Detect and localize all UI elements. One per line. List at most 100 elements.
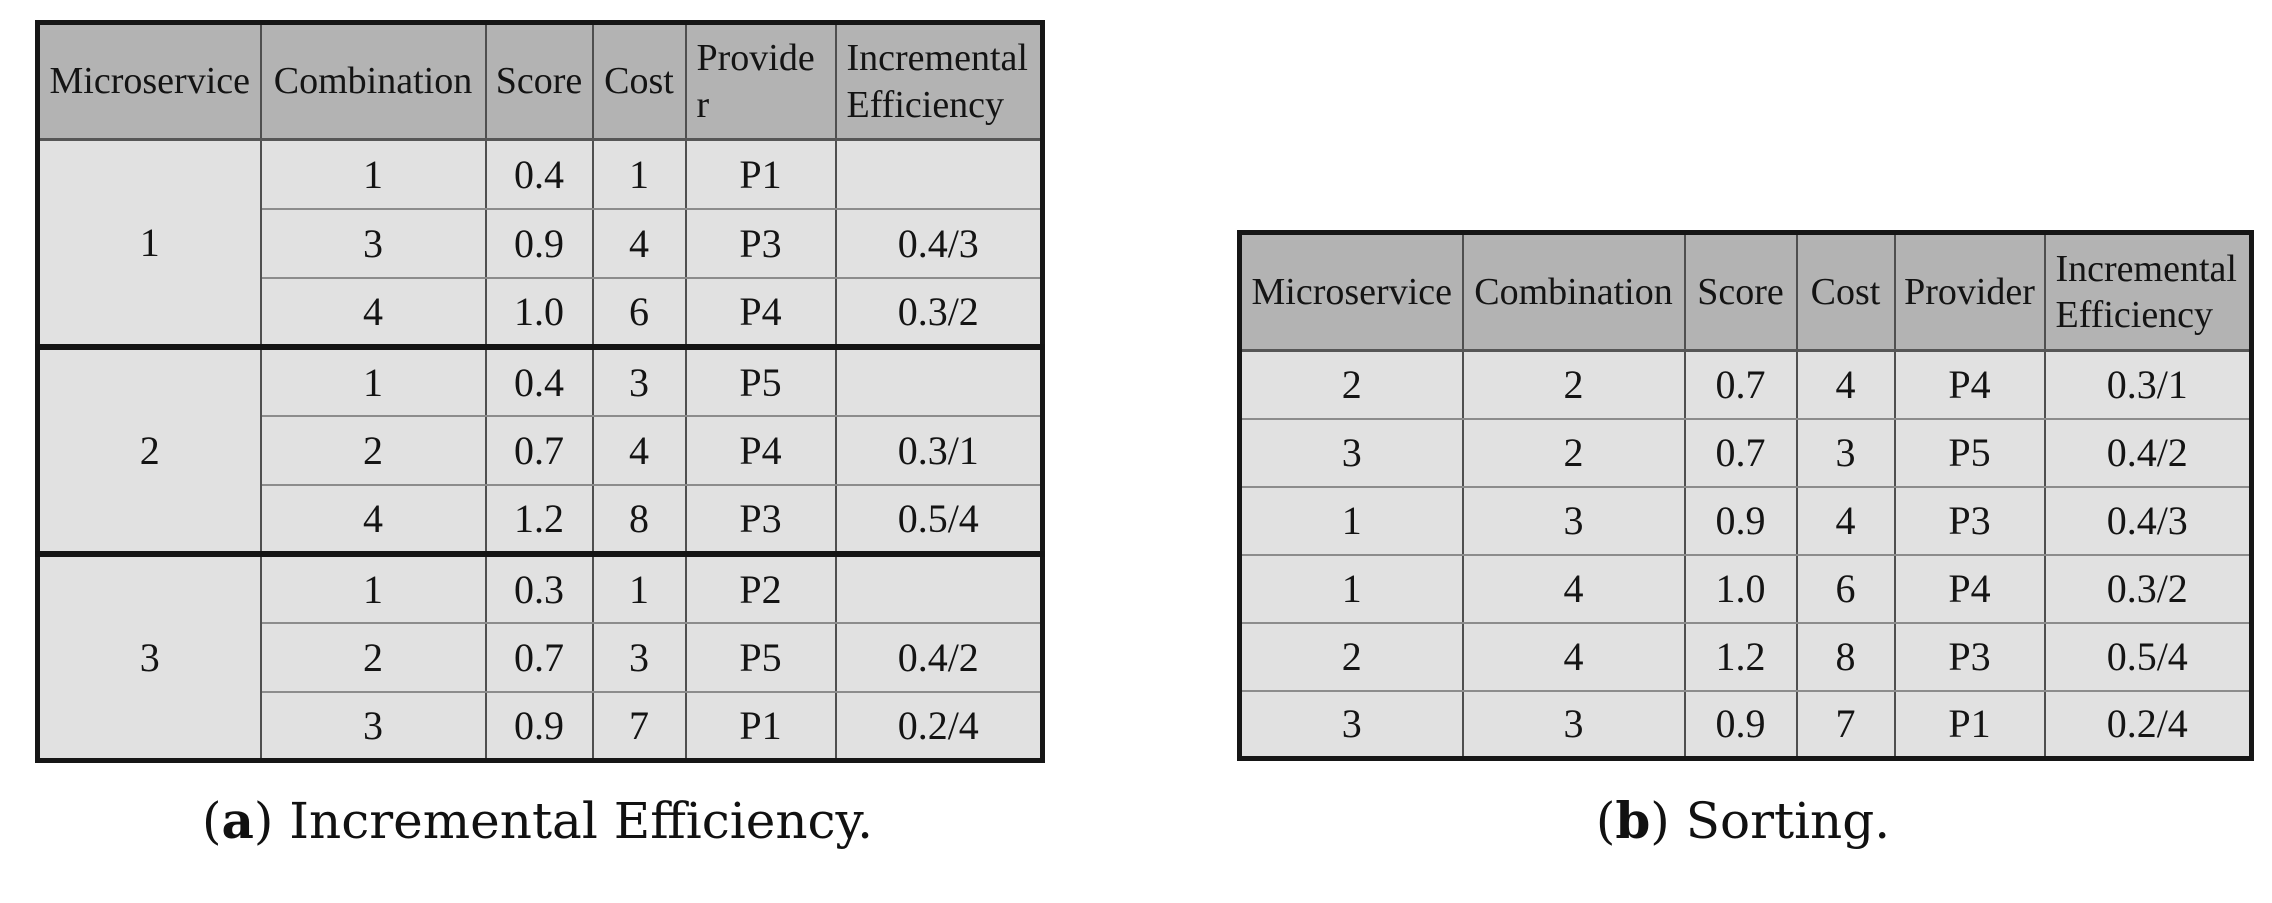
cell-combination: 1 xyxy=(259,138,487,210)
table-row: 2 0.7 3 P5 0.4/2 xyxy=(38,621,1044,693)
cell-score: 0.9 xyxy=(484,690,594,762)
cell-combination: 2 xyxy=(259,621,487,693)
cell-combination: 3 xyxy=(259,207,487,279)
cell-incremental-efficiency: 0.5/4 xyxy=(2043,621,2253,692)
sorting-table: Microservice Combination Score Cost Prov… xyxy=(1237,230,2254,761)
table-row: 3 2 0.7 3 P5 0.4/2 xyxy=(1238,417,2253,488)
cell-combination: 3 xyxy=(1461,485,1686,556)
caption-b-open-paren: ( xyxy=(1595,792,1616,850)
cell-cost: 4 xyxy=(591,207,687,279)
cell-cost: 4 xyxy=(1795,349,1896,420)
cell-combination: 2 xyxy=(1461,349,1686,420)
table-row: 3 0.9 7 P1 0.2/4 xyxy=(38,690,1044,762)
table-b-header-row: Microservice Combination Score Cost Prov… xyxy=(1238,232,2253,352)
col-header-incremental-efficiency: Incremental Efficiency xyxy=(2043,232,2253,352)
cell-provider: P1 xyxy=(684,690,837,762)
cell-combination: 4 xyxy=(259,483,487,555)
table-row: 3 1 0.3 1 P2 xyxy=(36,550,1044,762)
cell-provider: P4 xyxy=(684,414,837,486)
cell-cost: 4 xyxy=(1795,485,1896,556)
col-header-incremental-efficiency: Incremental Efficiency xyxy=(834,22,1044,141)
table-row: 1 3 0.9 4 P3 0.4/3 xyxy=(1238,485,2253,556)
caption-b-text: Sorting. xyxy=(1685,792,1891,850)
cell-score: 0.9 xyxy=(484,207,594,279)
cell-cost: 6 xyxy=(1795,553,1896,624)
caption-b: (b) Sorting. xyxy=(1237,788,2249,854)
cell-microservice: 2 xyxy=(1238,349,1464,420)
cell-provider: P4 xyxy=(1893,349,2046,420)
cell-incremental-efficiency: 0.3/1 xyxy=(834,414,1044,486)
cell-score: 1.2 xyxy=(484,483,594,555)
col-header-cost: Cost xyxy=(1795,232,1896,352)
cell-combination: 4 xyxy=(1461,621,1686,692)
cell-incremental-efficiency: 0.3/2 xyxy=(834,276,1044,348)
cell-incremental-efficiency xyxy=(834,138,1044,210)
table-a-body: 1 1 0.4 1 P1 3 0.9 4 P3 0.4/3 4 1.0 6 P4 0.3/2 2 1 0.4 3 P5… xyxy=(36,138,1044,762)
cell-microservice: 1 xyxy=(1238,485,1464,556)
cell-incremental-efficiency: 0.2/4 xyxy=(834,690,1044,762)
cell-score: 0.3 xyxy=(484,550,594,624)
cell-provider: P3 xyxy=(684,483,837,555)
cell-microservice: 3 xyxy=(1238,417,1464,488)
cell-microservice: 3 xyxy=(1238,689,1464,760)
cell-provider: P3 xyxy=(684,207,837,279)
table-row: 1 1 0.4 1 P1 xyxy=(36,138,1044,348)
col-header-microservice: Microservice xyxy=(36,22,262,141)
cell-cost: 3 xyxy=(591,343,687,417)
cell-combination: 3 xyxy=(1461,689,1686,760)
cell-microservice: 3 xyxy=(36,550,262,762)
cell-score: 0.7 xyxy=(1683,349,1798,420)
cell-combination: 4 xyxy=(1461,553,1686,624)
cell-microservice: 2 xyxy=(1238,621,1464,692)
cell-microservice: 1 xyxy=(36,138,262,348)
table-row: 2 2 0.7 4 P4 0.3/1 xyxy=(1238,349,2253,420)
cell-cost: 7 xyxy=(1795,689,1896,760)
cell-score: 0.4 xyxy=(484,343,594,417)
cell-combination: 2 xyxy=(1461,417,1686,488)
cell-provider: P2 xyxy=(684,550,837,624)
cell-combination: 1 xyxy=(259,343,487,417)
cell-incremental-efficiency xyxy=(834,343,1044,417)
cell-provider: P1 xyxy=(684,138,837,210)
cell-incremental-efficiency: 0.4/3 xyxy=(834,207,1044,279)
cell-microservice: 2 xyxy=(36,343,262,555)
cell-incremental-efficiency: 0.4/3 xyxy=(2043,485,2253,556)
cell-cost: 3 xyxy=(591,621,687,693)
caption-b-close-paren: ) xyxy=(1650,792,1670,850)
cell-cost: 1 xyxy=(591,550,687,624)
caption-a-open-paren: ( xyxy=(201,792,222,850)
table-row: 3 0.9 4 P3 0.4/3 xyxy=(38,207,1044,279)
cell-score: 0.7 xyxy=(484,621,594,693)
cell-incremental-efficiency: 0.5/4 xyxy=(834,483,1044,555)
cell-score: 0.9 xyxy=(1683,689,1798,760)
cell-incremental-efficiency: 0.3/1 xyxy=(2043,349,2253,420)
cell-provider: P3 xyxy=(1893,621,2046,692)
cell-score: 0.7 xyxy=(484,414,594,486)
col-header-cost: Cost xyxy=(591,22,687,141)
cell-combination: 3 xyxy=(259,690,487,762)
cell-provider: P1 xyxy=(1893,689,2046,760)
incremental-efficiency-table: Microservice Combination Score Cost Prov… xyxy=(35,20,1045,763)
cell-score: 1.2 xyxy=(1683,621,1798,692)
cell-combination: 2 xyxy=(259,414,487,486)
cell-cost: 8 xyxy=(1795,621,1896,692)
col-header-score: Score xyxy=(484,22,594,141)
col-header-combination: Combination xyxy=(259,22,487,141)
caption-a-text: Incremental Efficiency. xyxy=(289,792,874,850)
cell-provider: P5 xyxy=(684,343,837,417)
col-header-microservice: Microservice xyxy=(1238,232,1464,352)
col-header-provider: Provider xyxy=(1893,232,2046,352)
cell-combination: 4 xyxy=(259,276,487,348)
table-row: 2 4 1.2 8 P3 0.5/4 xyxy=(1238,621,2253,692)
cell-cost: 3 xyxy=(1795,417,1896,488)
cell-cost: 7 xyxy=(591,690,687,762)
col-header-score: Score xyxy=(1683,232,1798,352)
cell-score: 0.4 xyxy=(484,138,594,210)
caption-b-label: b xyxy=(1615,791,1651,850)
cell-score: 1.0 xyxy=(1683,553,1798,624)
cell-cost: 4 xyxy=(591,414,687,486)
cell-cost: 6 xyxy=(591,276,687,348)
cell-incremental-efficiency: 0.3/2 xyxy=(2043,553,2253,624)
table-a-header-row: Microservice Combination Score Cost Prov… xyxy=(36,22,1044,141)
caption-a: (a) Incremental Efficiency. xyxy=(35,788,1040,854)
